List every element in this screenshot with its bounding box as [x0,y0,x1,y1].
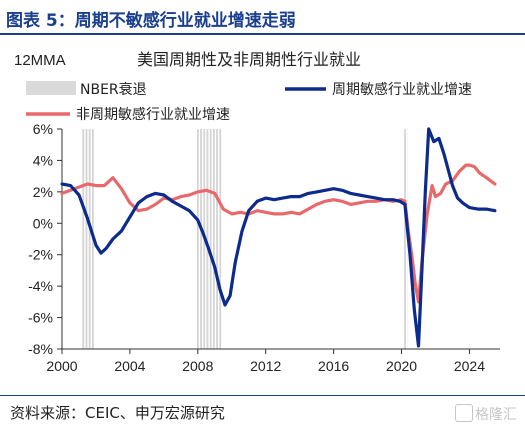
x-tick-label-6: 2024 [454,358,485,374]
legend: NBER衰退 周期敏感行业就业增速 非周期敏感行业就业增速 [26,81,472,123]
y-tick-label-7: -8% [28,341,53,357]
x-tick-label-1: 2004 [114,358,145,374]
recession-band-0-stripe-1 [85,129,88,349]
recession-band-1-stripe-0 [196,129,199,349]
x-tick-label-0: 2000 [46,358,77,374]
y-tick-label-1: 4% [33,152,53,168]
employment-growth-chart: 12MMA 美国周期性及非周期性行业就业 NBER衰退 周期敏感行业就业增速 非… [14,50,500,374]
watermark-logo-icon [455,404,473,422]
x-tick-label-4: 2016 [318,358,349,374]
recession-band-1-stripe-3 [206,129,209,349]
recession-band-2-stripe-0 [404,129,406,349]
legend-label-recession: NBER衰退 [80,81,147,98]
recession-band-0-stripe-0 [82,129,85,349]
watermark-text: 格隆汇 [475,407,517,423]
source-note: 资料来源：CEIC、申万宏源研究 [10,404,225,422]
y-tick-label-5: -4% [28,278,53,294]
recession-band-1-stripe-1 [200,129,202,349]
watermark: 格隆汇 [455,404,517,424]
chart-title: 美国周期性及非周期性行业就业 [137,50,361,69]
plot-area: 6% 4% 2% 0% -2% -4% -6% -8%2000 2004 2008 2012 2016… [28,121,500,374]
title-underline [0,33,525,35]
figure-title-bar: 图表 5：周期不敏感行业就业增速走弱 [0,0,525,35]
series-line-cyclical [60,127,497,348]
x-tick-label-3: 2012 [250,358,281,374]
source-divider [0,395,525,396]
recession-band-1-stripe-6 [216,129,218,349]
recession-band-1-stripe-4 [209,129,212,349]
x-tick-label-2: 2008 [182,358,213,374]
x-tick-label-5: 2020 [386,358,417,374]
legend-label-cyclical: 周期敏感行业就业增速 [332,81,472,98]
chart-subtitle: 12MMA [14,52,66,69]
series-line-noncyclical [60,163,497,304]
recession-band-1-stripe-7 [219,129,222,349]
y-tick-label-2: 2% [33,184,53,200]
recession-band-1-stripe-5 [212,129,215,349]
y-tick-label-6: -6% [28,310,53,326]
y-tick-label-3: 0% [33,215,53,231]
legend-label-noncyclical: 非周期敏感行业就业增速 [76,106,230,123]
recession-band-0-stripe-2 [88,129,91,349]
y-tick-label-0: 6% [33,121,53,137]
figure-title: 图表 5：周期不敏感行业就业增速走弱 [6,11,296,31]
legend-swatch-recession [26,81,76,95]
y-tick-label-4: -2% [28,247,53,263]
